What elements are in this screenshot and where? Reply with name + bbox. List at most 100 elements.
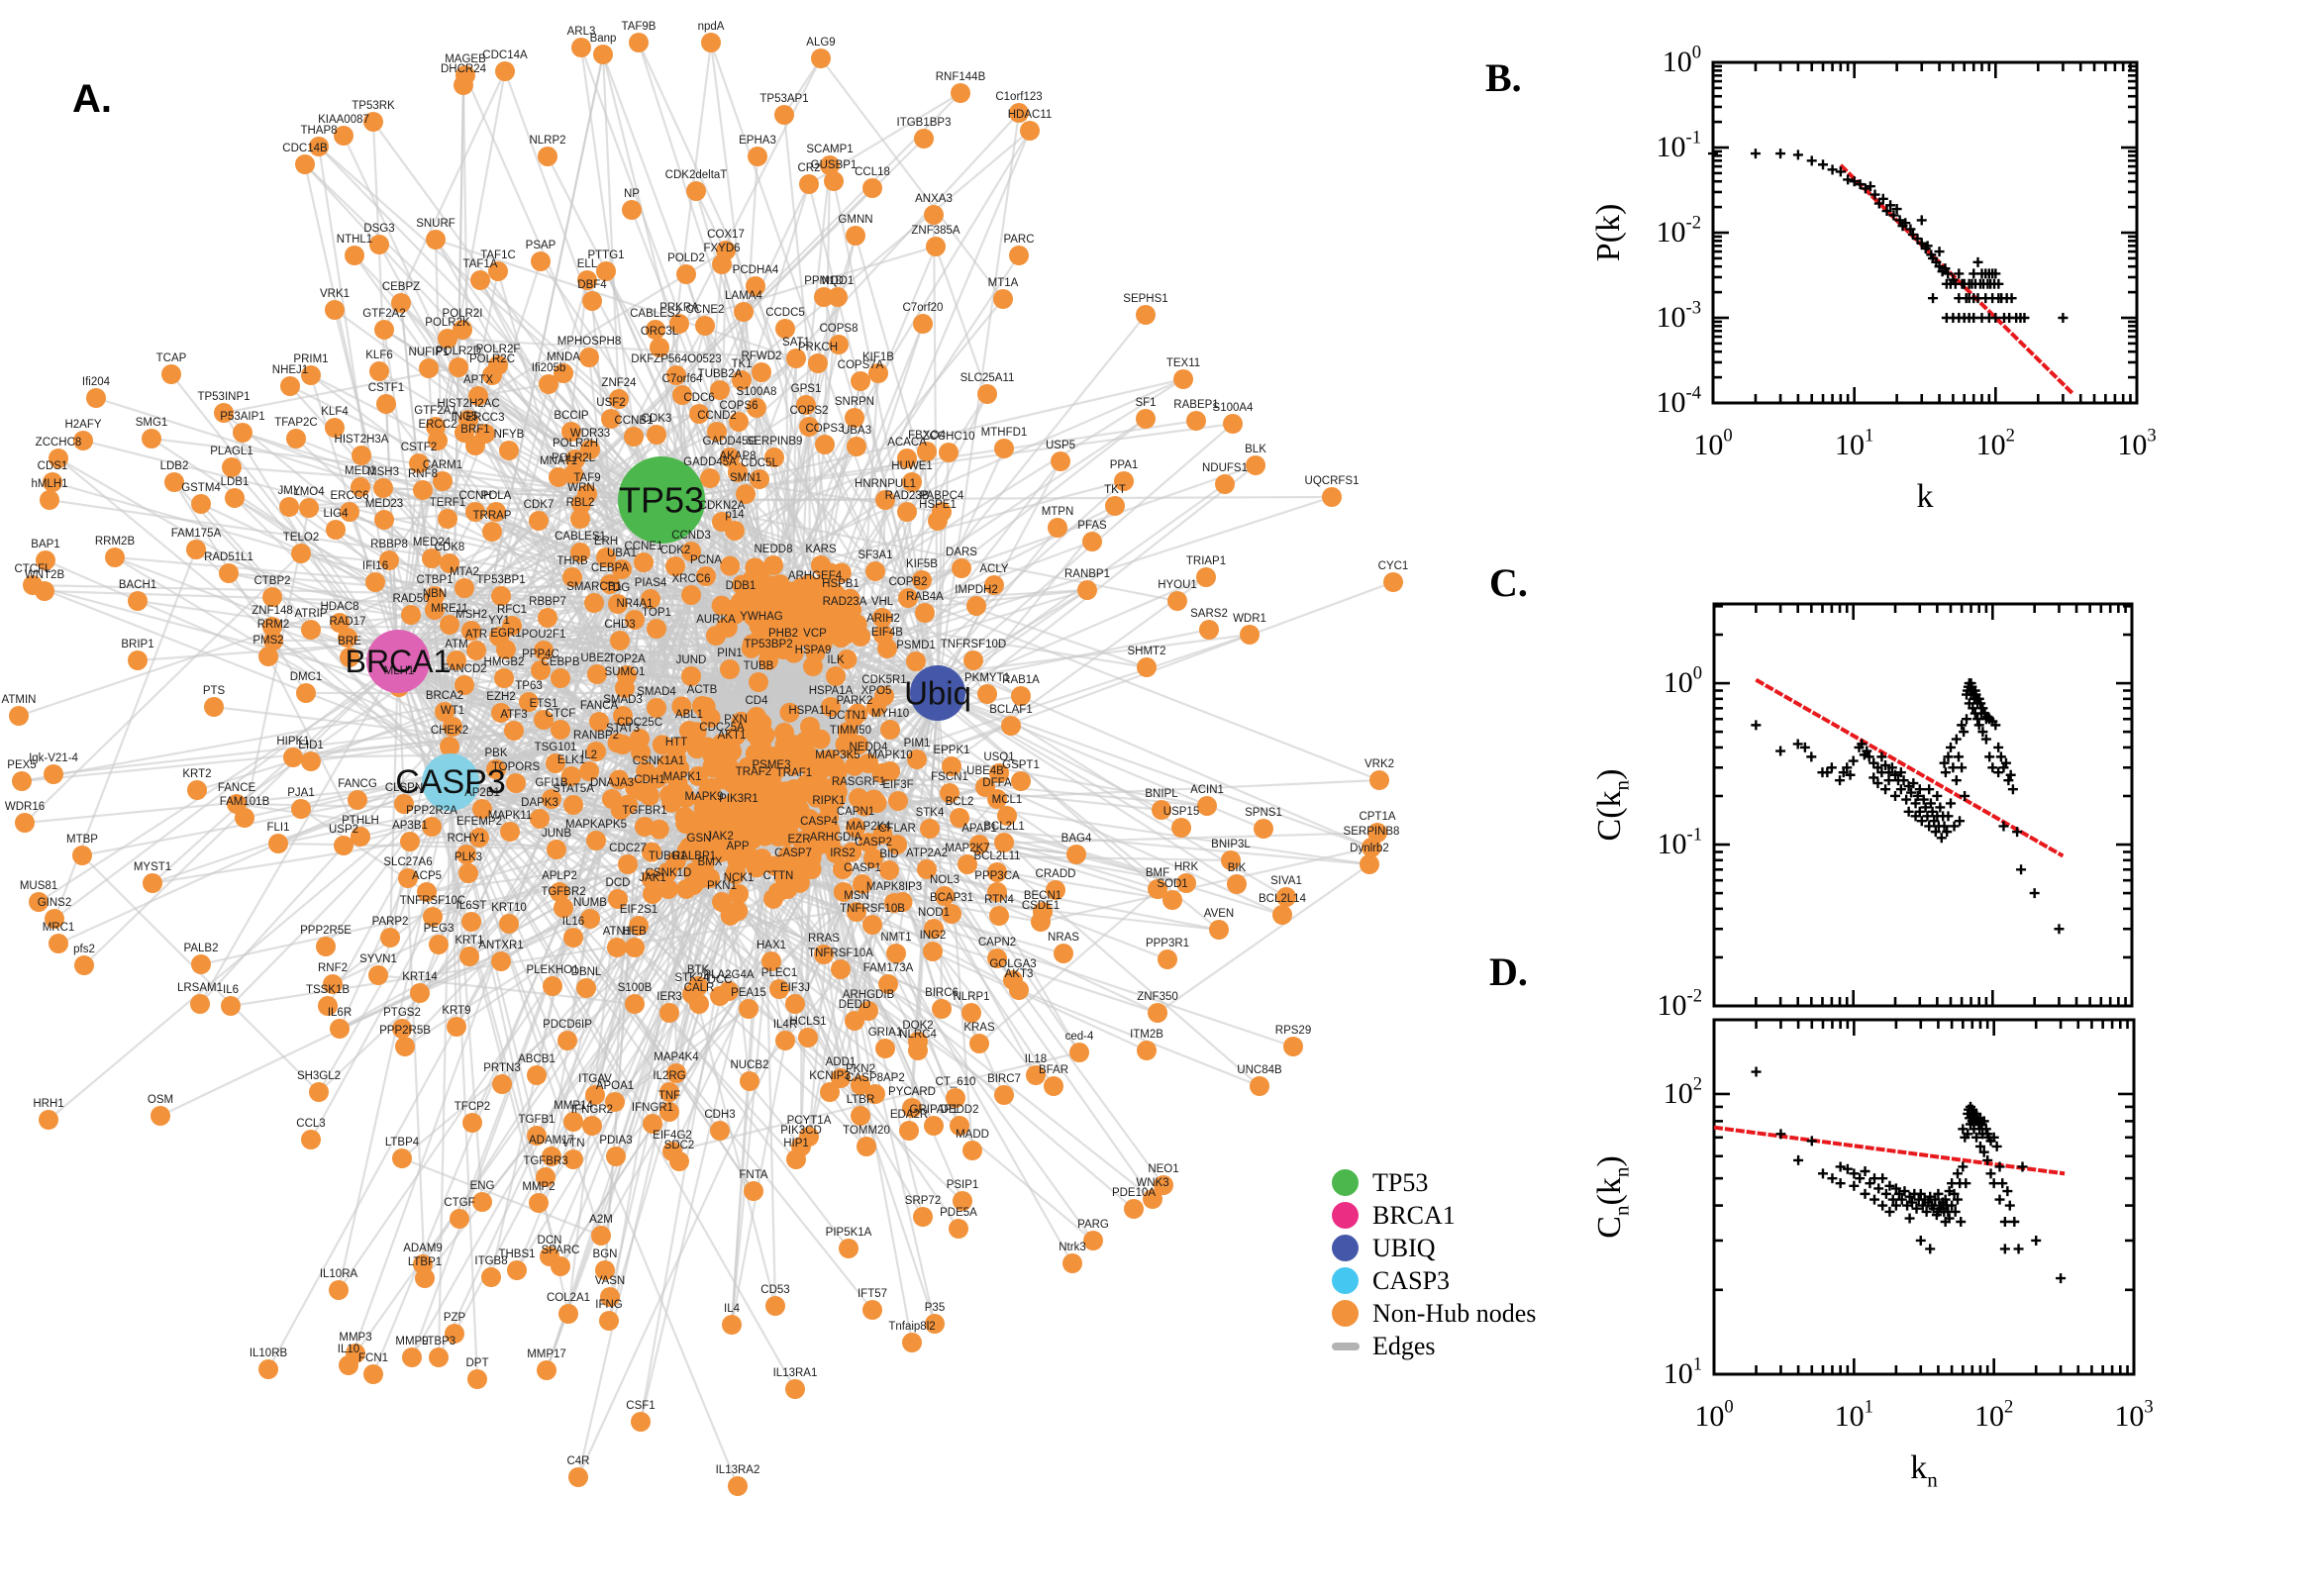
network-node	[1105, 496, 1125, 516]
filler-node	[778, 596, 799, 617]
network-node	[40, 490, 59, 510]
network-node	[561, 422, 581, 442]
network-node	[1137, 657, 1157, 677]
network-node	[695, 316, 715, 336]
network-node	[799, 174, 819, 194]
network-node	[736, 484, 756, 504]
network-node	[846, 226, 865, 246]
network-node	[897, 449, 917, 468]
network-node	[1048, 518, 1067, 538]
legend-label: Non-Hub nodes	[1372, 1298, 1537, 1328]
filler-node	[774, 722, 795, 743]
filler-node	[742, 569, 762, 590]
network-node	[309, 137, 329, 156]
network-node	[128, 591, 148, 611]
svg-text:10-4: 10-4	[1657, 383, 1702, 420]
network-node	[596, 261, 616, 281]
network-node	[296, 683, 316, 703]
network-node	[469, 828, 489, 848]
network-node	[425, 600, 445, 620]
scatter-points	[1708, 149, 2069, 323]
network-node	[409, 453, 429, 473]
network-node	[824, 171, 844, 191]
network-node	[1199, 620, 1219, 640]
network-node	[1136, 409, 1156, 429]
network-node	[330, 613, 350, 633]
network-node	[447, 650, 466, 670]
network-node	[775, 319, 795, 339]
network-node	[529, 511, 549, 531]
network-node	[672, 385, 692, 405]
network-node	[105, 548, 125, 567]
network-node	[470, 270, 490, 290]
network-node	[994, 439, 1014, 458]
filler-node	[652, 735, 672, 755]
network-node	[36, 550, 55, 570]
network-node	[334, 836, 354, 855]
network-node	[609, 389, 629, 409]
svg-text:103: 103	[2114, 1397, 2153, 1434]
network-node	[225, 488, 245, 508]
network-node	[191, 494, 211, 514]
panel-label-b: B.	[1485, 55, 1522, 100]
nodes	[9, 33, 1403, 1496]
network-node	[301, 620, 321, 640]
svg-text:100: 100	[1663, 43, 1701, 79]
network-node	[851, 371, 870, 391]
svg-text:C(kn): C(kn)	[1591, 769, 1634, 842]
network-node	[1009, 246, 1029, 265]
filler-node	[762, 605, 783, 626]
filler-node	[608, 769, 629, 790]
network-node	[422, 549, 442, 568]
network-node	[539, 374, 558, 394]
network-node	[334, 126, 354, 146]
network-node	[465, 502, 485, 522]
svg-text:P(k): P(k)	[1590, 204, 1627, 262]
network-node	[746, 276, 765, 296]
svg-text:102: 102	[1976, 426, 2015, 462]
svg-text:100: 100	[1664, 663, 1702, 700]
network-node	[764, 448, 784, 467]
network-node	[86, 388, 106, 408]
scatter-points	[1751, 1066, 2067, 1284]
network-node	[686, 181, 706, 201]
filler-node	[642, 842, 662, 862]
filler-node	[745, 744, 765, 764]
network-node	[43, 472, 62, 492]
network-node	[1114, 471, 1134, 491]
legend-item-edges: Edges	[1332, 1330, 1536, 1362]
filler-node	[755, 809, 775, 830]
network-node	[580, 440, 600, 459]
network-node	[440, 737, 459, 756]
network-node	[351, 477, 370, 497]
network-node	[913, 314, 933, 334]
filler-node	[765, 825, 786, 846]
svg-text:kn: kn	[1910, 1449, 1938, 1492]
network-node	[491, 586, 511, 606]
panel-c-plot: 100 10-1 10-2 C(kn)	[1591, 602, 2134, 1022]
network-node	[438, 509, 457, 529]
network-node	[495, 61, 515, 81]
legend-item-non-hub-nodes: Non-Hub nodes	[1332, 1297, 1536, 1330]
network-node	[1215, 474, 1235, 494]
panel-label-a: A.	[72, 77, 112, 121]
network-node	[750, 469, 769, 489]
network-node	[549, 467, 568, 487]
network-node	[897, 502, 917, 522]
network-node	[299, 498, 319, 518]
network-node	[486, 759, 506, 779]
legend-label: CASP3	[1372, 1265, 1451, 1295]
network-node	[647, 425, 666, 445]
network-node	[204, 697, 224, 717]
network-node	[443, 717, 462, 737]
filler-node	[625, 777, 646, 798]
network-node	[373, 478, 393, 498]
network-node	[222, 457, 242, 477]
network-node	[828, 287, 848, 307]
network-node	[1246, 455, 1265, 475]
network-node	[219, 563, 239, 583]
network-node	[352, 446, 371, 465]
network-node	[593, 45, 613, 64]
svg-text:101: 101	[1835, 1397, 1873, 1434]
network-node	[868, 363, 888, 383]
